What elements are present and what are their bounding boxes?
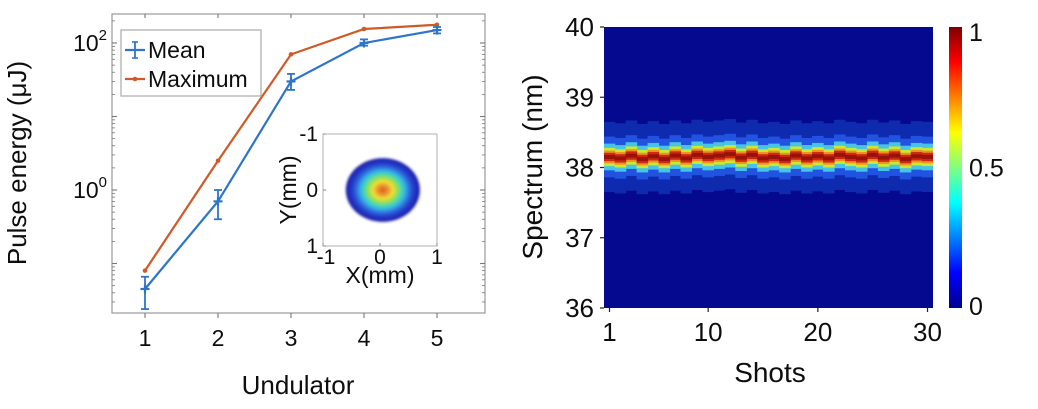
- heatmap-cell: [636, 157, 649, 162]
- heatmap-cell: [844, 154, 857, 159]
- heatmap-cell: [746, 152, 758, 157]
- heatmap-cell: [625, 153, 638, 158]
- colorbar-tick-label: 0.5: [969, 155, 1004, 183]
- heatmap-cell: [812, 154, 824, 159]
- heatmap-cell: [866, 152, 879, 157]
- beam-profile: [345, 158, 420, 222]
- x-tick-label: 4: [358, 325, 371, 351]
- x-tick-label: 2: [212, 325, 225, 351]
- maximum-marker: [434, 22, 440, 28]
- heatmap-cell: [713, 153, 725, 158]
- right-y-tick-label: 38: [565, 153, 594, 183]
- heatmap-band: [604, 119, 933, 195]
- plot-box: [111, 13, 486, 314]
- y-tick-label: 100: [73, 174, 107, 203]
- inset-x-tick-label: -1: [317, 246, 336, 269]
- right-y-tick-label: 39: [565, 82, 594, 112]
- heatmap-cell: [910, 154, 923, 159]
- colorbar-tick-label: 0: [969, 293, 983, 321]
- right-y-tick-label: 37: [565, 223, 594, 253]
- y-tick-label: 102: [73, 27, 107, 56]
- spectrum-shots-heatmap: 36 37 38 39 40 1 10 20 30 0 0.5 1 Shots Spectrum (n…: [520, 12, 1004, 388]
- x-tick-label: 3: [285, 325, 298, 351]
- inset-y-tick-label: -1: [299, 123, 318, 146]
- heatmap-cell: [691, 152, 703, 157]
- maximum-marker: [215, 158, 221, 164]
- heatmap-cell: [680, 156, 693, 161]
- heatmap-cell: [921, 154, 933, 159]
- legend-maximum-glyph: [132, 76, 138, 82]
- inset-x-tick-label: 0: [374, 246, 386, 269]
- inset-y-tick-label: 0: [306, 179, 318, 202]
- colorbar-tick-label: 1: [969, 19, 983, 47]
- left-yaxis-label: Pulse energy (μJ): [2, 61, 32, 265]
- maximum-marker: [142, 268, 148, 273]
- heatmap-cell: [604, 154, 616, 159]
- heatmap-cell: [669, 153, 682, 158]
- right-x-tick-label: 1: [602, 317, 616, 347]
- heatmap-cell: [647, 154, 660, 159]
- heatmap-cell: [768, 154, 780, 159]
- inset-xaxis-label: X(mm): [346, 262, 415, 288]
- x-tick-label: 5: [431, 325, 444, 351]
- heatmap-cell: [855, 156, 868, 161]
- right-x-tick-label: 10: [694, 317, 723, 347]
- right-xaxis-label: Shots: [734, 357, 806, 388]
- heatmap-cell: [801, 156, 813, 161]
- right-x-tick-label: 30: [913, 317, 942, 347]
- right-y-tick-label: 40: [565, 12, 594, 42]
- maximum-marker: [288, 52, 294, 57]
- legend-maximum-label: Maximum: [148, 66, 248, 92]
- inset-yaxis-label: Y(mm): [275, 156, 301, 225]
- right-y-tick-label: 36: [565, 293, 594, 323]
- inset-x-tick-label: 1: [431, 246, 443, 269]
- maximum-marker: [361, 26, 367, 32]
- heatmap-cell: [877, 155, 890, 160]
- inset-y-tick-label: 1: [306, 235, 318, 258]
- heatmap-cell: [779, 157, 791, 162]
- right-x-tick-label: 20: [803, 317, 832, 347]
- heatmap-cell: [888, 153, 901, 158]
- heatmap-cell: [735, 155, 747, 160]
- right-yaxis-label: Spectrum (nm): [520, 74, 548, 259]
- heatmap-cell: [702, 154, 714, 159]
- heatmap-cell: [724, 152, 736, 157]
- heatmap-cell: [823, 156, 835, 161]
- heatmap-cell: [614, 156, 627, 161]
- x-tick-label: 1: [139, 325, 152, 351]
- left-xaxis-label: Undulator: [242, 370, 355, 400]
- heatmap-cell: [757, 156, 769, 161]
- legend-mean-label: Mean: [148, 37, 206, 63]
- heatmap-cell: [658, 157, 671, 162]
- colorbar: [949, 27, 962, 308]
- legend-box: [120, 29, 262, 97]
- heatmap-cell: [899, 157, 912, 162]
- heatmap-cell: [790, 153, 802, 158]
- heatmap-cell: [834, 152, 846, 157]
